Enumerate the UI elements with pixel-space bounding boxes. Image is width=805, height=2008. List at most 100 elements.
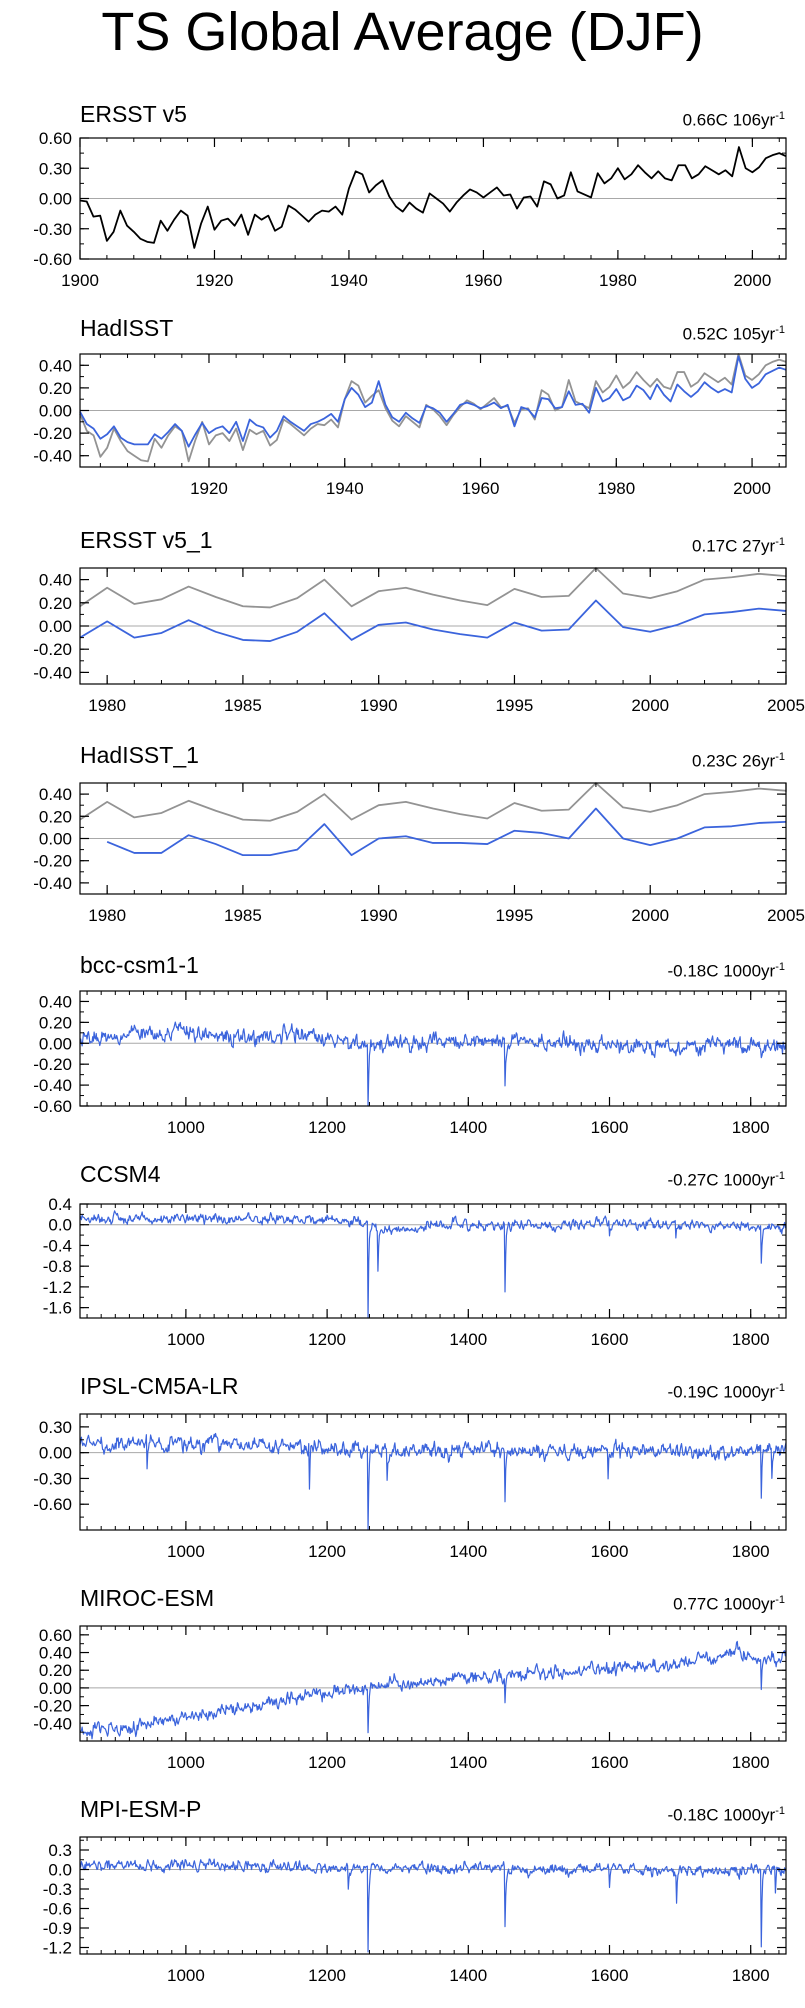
panel-trend: -0.18C 1000yr-1 [667, 1800, 785, 1827]
y-tick-label: 0.4 [48, 1195, 72, 1214]
y-tick-label: -0.40 [33, 1076, 72, 1095]
panel-trend: 0.52C 105yr-1 [683, 319, 785, 346]
y-tick-label: 0.00 [39, 402, 72, 421]
panel-title: bcc-csm1-1 [80, 952, 199, 978]
x-tick-label: 1980 [599, 271, 637, 290]
x-tick-label: 2005 [767, 906, 805, 925]
y-tick-label: -0.20 [33, 1697, 72, 1716]
y-tick-label: -0.9 [43, 1919, 72, 1938]
y-tick-label: 0.00 [39, 1444, 72, 1463]
x-tick-label: 2005 [767, 696, 805, 715]
x-tick-label: 1600 [591, 1330, 629, 1349]
x-tick-label: 1985 [224, 906, 262, 925]
panel-title: HadISST [80, 315, 174, 341]
trend-value: 0.52C 105yr [682, 324, 776, 344]
y-tick-label: -0.40 [33, 1714, 72, 1733]
y-tick-label: 0.20 [39, 807, 72, 826]
y-tick-label: 0.0 [48, 1216, 72, 1235]
y-tick-label: 0.20 [39, 594, 72, 613]
x-tick-label: 1400 [449, 1118, 487, 1137]
y-tick-label: -0.20 [33, 852, 72, 871]
x-tick-label: 1400 [449, 1542, 487, 1561]
x-tick-label: 2000 [631, 696, 669, 715]
y-tick-label: -0.8 [43, 1257, 72, 1276]
x-tick-label: 1980 [597, 479, 635, 498]
y-tick-label: -0.60 [33, 250, 72, 269]
panel-trend: 0.17C 27yr-1 [692, 531, 785, 558]
x-tick-label: 1940 [330, 271, 368, 290]
y-tick-label: 0.00 [39, 617, 72, 636]
y-tick-label: 0.00 [39, 1679, 72, 1698]
x-tick-label: 1200 [308, 1330, 346, 1349]
x-tick-label: 1980 [88, 906, 126, 925]
y-tick-label: 0.40 [39, 785, 72, 804]
x-tick-label: 1800 [732, 1542, 770, 1561]
y-tick-label: -0.30 [33, 220, 72, 239]
y-tick-label: -0.20 [33, 640, 72, 659]
y-tick-label: 0.40 [39, 356, 72, 375]
y-tick-label: 0.60 [39, 129, 72, 148]
x-tick-label: 1600 [591, 1118, 629, 1137]
y-tick-label: 0.20 [39, 1661, 72, 1680]
trend-value: -0.18C 1000yr [667, 1805, 776, 1825]
series-line-bcc-csm1-1 [79, 1021, 787, 1107]
x-tick-label: 1400 [449, 1753, 487, 1772]
trend-unit-exponent: -1 [775, 110, 785, 122]
y-tick-label: -0.40 [33, 447, 72, 466]
panel-trend: -0.27C 1000yr-1 [667, 1165, 785, 1192]
panel-mpi-esm-p: 1000 1200 1400 1600 1800 -1.2-0.9-0.6-0.30.00… [43, 1836, 787, 1985]
x-tick-label: 1960 [465, 271, 503, 290]
x-tick-label: 1000 [167, 1118, 205, 1137]
x-tick-label: 1400 [449, 1330, 487, 1349]
y-tick-label: -0.4 [43, 1236, 72, 1255]
x-tick-label: 1900 [61, 271, 99, 290]
y-tick-label: -0.20 [33, 424, 72, 443]
panel-hadisst-1: 1980 1985 1990 1995 2000 2005 -0.40 -0.20 0.00 0.… [33, 782, 805, 925]
panel-title: ERSST v5_1 [80, 527, 213, 553]
y-tick-label: 0.00 [39, 190, 72, 209]
x-tick-label: 1980 [88, 696, 126, 715]
panel-ersst-v5: 1900 1920 1940 1960 1980 2000 -0.60 -0.30 0.00 0.… [33, 129, 787, 290]
x-tick-label: 1800 [732, 1330, 770, 1349]
plot-frame [79, 1203, 787, 1319]
x-tick-label: 1600 [591, 1753, 629, 1772]
y-tick-label: -0.60 [33, 1495, 72, 1514]
y-tick-label: 0.60 [39, 1626, 72, 1645]
x-tick-label: 1600 [591, 1966, 629, 1985]
x-tick-label: 1200 [308, 1966, 346, 1985]
y-tick-label: -1.6 [43, 1299, 72, 1318]
panel-trend: 0.23C 26yr-1 [692, 746, 785, 773]
x-tick-label: 1800 [732, 1966, 770, 1985]
y-tick-label: -0.60 [33, 1097, 72, 1116]
panel-ersst-v5-1: 1980 1985 1990 1995 2000 2005 -0.40 -0.20 0.00 0.… [33, 567, 805, 715]
panel-title: MIROC-ESM [80, 1585, 215, 1611]
series-line-miroc-esm [79, 1640, 787, 1740]
series-line-ersst-v5 [79, 567, 787, 609]
panel-title: MPI-ESM-P [80, 1796, 202, 1822]
series-line-ersst-v5 [79, 782, 787, 822]
x-tick-label: 1200 [308, 1753, 346, 1772]
x-tick-label: 1000 [167, 1966, 205, 1985]
panel-trend: -0.19C 1000yr-1 [667, 1377, 785, 1404]
series-line-ersst-v5-1 [79, 599, 787, 642]
x-tick-label: 1920 [190, 479, 228, 498]
x-tick-label: 1960 [462, 479, 500, 498]
trend-unit-exponent: -1 [775, 1382, 785, 1394]
x-tick-label: 1995 [496, 906, 534, 925]
plot-frame [79, 1413, 787, 1531]
x-tick-label: 1200 [308, 1542, 346, 1561]
panel-ipsl-cm5a-lr: 1000 1200 1400 1600 1800 -0.60 -0.30 0.00 0.30 [33, 1413, 787, 1561]
series-line-ipsl-cm5a-lr [79, 1432, 787, 1530]
trend-unit-exponent: -1 [775, 536, 785, 548]
panel-bcc-csm1-1: 1000 1200 1400 1600 1800 -0.60 -0.40 -0.20 0.00 0… [33, 990, 787, 1137]
trend-unit-exponent: -1 [775, 324, 785, 336]
x-tick-label: 1990 [360, 906, 398, 925]
y-tick-label: -0.40 [33, 663, 72, 682]
trend-unit-exponent: -1 [775, 1805, 785, 1817]
main-title: TS Global Average (DJF) [101, 2, 704, 62]
y-tick-label: 0.20 [39, 1013, 72, 1032]
y-tick-label: -0.30 [33, 1469, 72, 1488]
panel-title: ERSST v5 [80, 101, 187, 127]
y-tick-label: 0.00 [39, 830, 72, 849]
